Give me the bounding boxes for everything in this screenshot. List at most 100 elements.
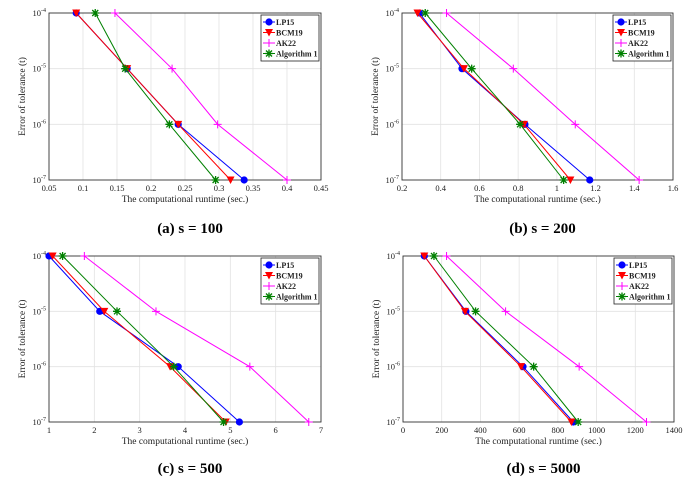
y-tick-label: 10-7 — [387, 417, 401, 427]
marker-asterisk — [113, 307, 121, 316]
series-bcm19 — [72, 9, 235, 184]
x-tick-label: 400 — [474, 425, 487, 435]
y-tick-label: 10-4 — [386, 8, 400, 18]
marker-asterisk — [467, 64, 476, 73]
series-algorithm-1 — [429, 252, 583, 426]
x-tick-label: 4 — [183, 425, 188, 435]
y-tick-label: 10-7 — [33, 175, 47, 185]
x-axis-label: The computational runtime (sec.) — [122, 436, 249, 447]
x-tick-label: 5 — [228, 425, 232, 435]
marker-triangle — [100, 307, 109, 316]
y-tick-label: 10-6 — [33, 362, 47, 372]
marker-asterisk — [265, 49, 273, 58]
series-line — [433, 255, 579, 423]
marker-triangle — [566, 176, 575, 184]
legend-label: Algorithm 1 — [276, 293, 318, 302]
legend-label: AK22 — [628, 39, 648, 48]
x-tick-label: 1 — [47, 425, 51, 435]
y-axis-label: Error of tolerance (t) — [371, 300, 382, 379]
x-tick-label: 2 — [92, 425, 96, 435]
x-tick-label: 0.2 — [397, 183, 408, 193]
marker-plus — [509, 64, 518, 73]
marker-asterisk — [429, 252, 438, 260]
x-tick-label: 0.35 — [246, 183, 261, 193]
marker-plus — [265, 282, 273, 290]
marker-circle — [265, 261, 273, 269]
series-line — [48, 255, 240, 423]
marker-plus — [265, 39, 273, 47]
marker-plus — [571, 120, 580, 129]
series-ak22 — [80, 252, 313, 426]
marker-asterisk — [618, 292, 626, 301]
x-tick-label: 800 — [551, 425, 564, 435]
marker-plus — [501, 307, 510, 316]
marker-triangle — [567, 418, 576, 426]
marker-triangle — [72, 9, 81, 17]
series-ak22 — [442, 252, 651, 426]
marker-plus — [213, 120, 222, 129]
marker-asterisk — [471, 307, 480, 316]
x-tick-label: 600 — [513, 425, 526, 435]
marker-triangle — [420, 252, 429, 260]
y-tick-label: 10-7 — [33, 417, 47, 427]
series-ak22 — [110, 9, 291, 184]
series-line — [75, 12, 231, 181]
x-tick-label: 0.8 — [513, 183, 524, 193]
x-tick-label: 0.4 — [435, 183, 446, 193]
marker-plus — [168, 64, 177, 73]
x-tick-label: 0.6 — [474, 183, 485, 193]
series-line — [94, 12, 216, 181]
marker-asterisk — [121, 64, 130, 73]
series-line — [62, 255, 224, 423]
series-ak22 — [442, 9, 644, 184]
series-line — [446, 12, 640, 181]
x-tick-label: 1.6 — [668, 183, 679, 193]
series-bcm19 — [413, 9, 575, 184]
marker-circle — [240, 176, 248, 184]
series-line — [52, 255, 227, 423]
x-tick-label: 3 — [138, 425, 142, 435]
legend-label: BCM19 — [629, 272, 656, 281]
marker-circle — [618, 261, 626, 269]
legend-label: AK22 — [276, 39, 296, 48]
axes-frame — [402, 255, 675, 423]
marker-plus — [618, 282, 626, 290]
legend-label: BCM19 — [276, 29, 303, 38]
marker-triangle — [226, 176, 235, 184]
x-tick-label: 0.3 — [214, 183, 225, 193]
x-tick-label: 1200 — [627, 425, 644, 435]
y-tick-label: 10-7 — [386, 175, 400, 185]
series-line — [424, 12, 565, 181]
marker-asterisk — [516, 120, 525, 129]
y-tick-label: 10-5 — [33, 306, 47, 316]
legend-label: AK22 — [629, 282, 649, 291]
marker-circle — [235, 418, 243, 426]
marker-triangle — [413, 9, 422, 17]
marker-plus — [151, 307, 160, 316]
series-algorithm-1 — [91, 9, 220, 184]
y-tick-label: 10-5 — [33, 64, 47, 74]
marker-plus — [245, 362, 254, 371]
marker-triangle — [618, 272, 626, 280]
x-tick-label: 0.1 — [78, 183, 89, 193]
marker-asterisk — [265, 292, 273, 301]
subplot-d: 0 200 400 600 800 1000 1200 1400 10-7 10-6 10-5 10-… — [371, 251, 683, 477]
marker-plus — [110, 9, 119, 17]
legend-label: Algorithm 1 — [276, 50, 318, 59]
legend-label: BCM19 — [276, 272, 303, 281]
x-tick-label: 0.05 — [42, 183, 57, 193]
x-tick-label: 0.25 — [178, 183, 193, 193]
legend-label: AK22 — [276, 282, 296, 291]
y-tick-label: 10-6 — [33, 119, 47, 129]
y-tick-label: 10-4 — [33, 251, 47, 261]
legend-label: BCM19 — [628, 29, 655, 38]
marker-circle — [617, 18, 625, 26]
x-axis-label: The computational runtime (sec.) — [474, 194, 601, 205]
marker-circle — [265, 18, 273, 26]
marker-plus — [442, 9, 451, 17]
x-tick-label: 1.2 — [590, 183, 601, 193]
x-tick-label: 0 — [401, 425, 405, 435]
subplot-b: 0.2 0.4 0.6 0.8 1 1.2 1.4 1.6 10-7 10-6 10-5 10-4 Th… — [370, 8, 678, 237]
marker-triangle — [460, 307, 469, 316]
